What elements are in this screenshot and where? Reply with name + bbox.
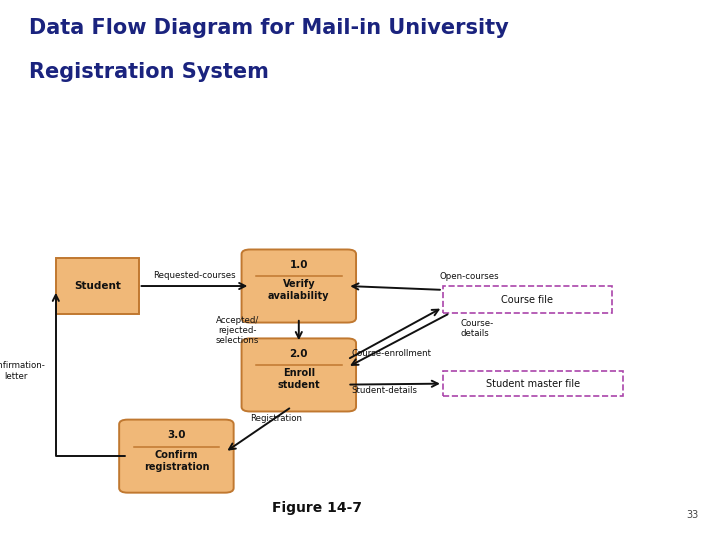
Text: Confirm
registration: Confirm registration [144, 450, 209, 471]
Text: Verify
availability: Verify availability [268, 280, 330, 301]
Text: Course-
details: Course- details [461, 319, 494, 338]
Text: Open-courses: Open-courses [439, 272, 499, 281]
Text: Requested-courses: Requested-courses [153, 271, 235, 280]
Text: Student-details: Student-details [351, 386, 417, 395]
FancyBboxPatch shape [241, 339, 356, 411]
Bar [443, 371, 623, 396]
Text: Course-enrollment: Course-enrollment [351, 349, 431, 358]
Text: Data Flow Diagram for Mail-in University: Data Flow Diagram for Mail-in University [29, 18, 508, 38]
Text: Registration: Registration [251, 414, 302, 423]
Text: Course file: Course file [501, 294, 554, 305]
Bar [443, 286, 612, 313]
Text: 3.0: 3.0 [167, 430, 186, 441]
Text: 33: 33 [686, 510, 698, 520]
Text: Student: Student [73, 281, 121, 291]
Bar [56, 258, 139, 314]
FancyBboxPatch shape [241, 249, 356, 322]
Text: Figure 14-7: Figure 14-7 [272, 501, 362, 515]
FancyBboxPatch shape [119, 420, 233, 492]
Text: Student master file: Student master file [486, 379, 580, 389]
Text: 1.0: 1.0 [289, 260, 308, 271]
Text: Confirmation-
letter: Confirmation- letter [0, 361, 45, 381]
Text: 2.0: 2.0 [289, 349, 308, 359]
Text: Registration System: Registration System [29, 62, 269, 82]
Text: Accepted/
rejected-
selections: Accepted/ rejected- selections [216, 315, 259, 346]
Text: Enroll
student: Enroll student [277, 368, 320, 390]
